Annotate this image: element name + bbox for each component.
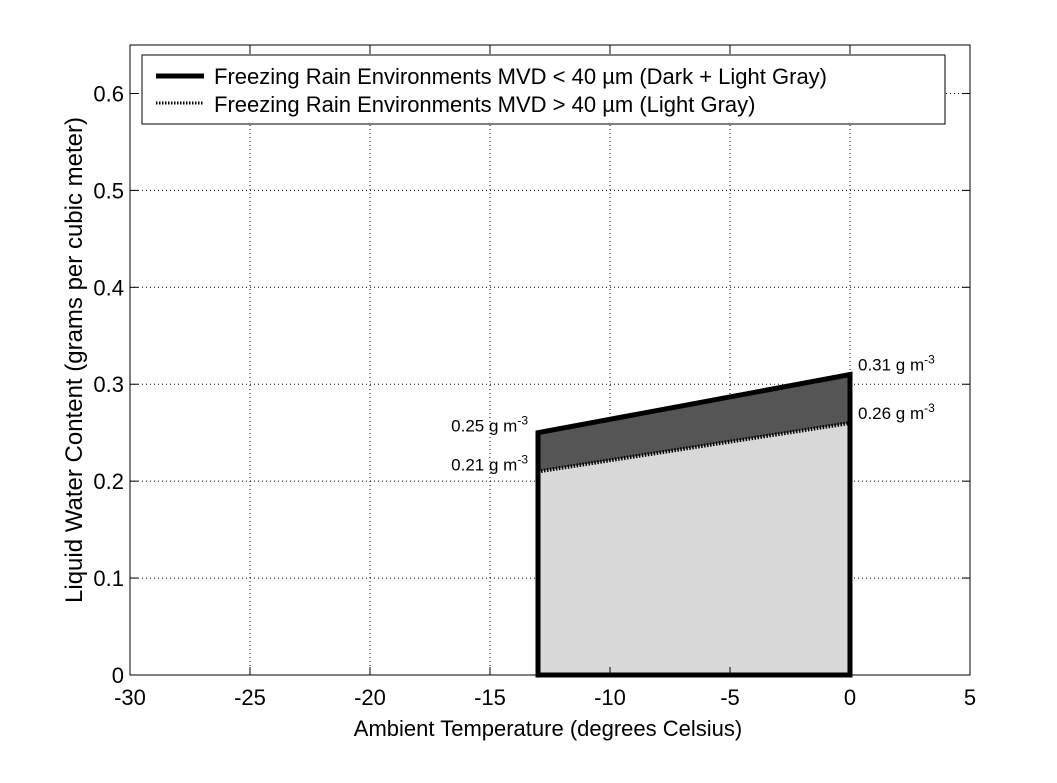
x-tick-label: 0 xyxy=(844,685,856,710)
legend-box xyxy=(141,54,946,125)
area-light-gray xyxy=(538,423,850,675)
y-tick-label: 0.1 xyxy=(93,566,124,591)
annotations: 0.25 g m-3 0.21 g m-3 0.31 g m-3 0.26 g m-3 xyxy=(451,353,935,475)
x-tick-label: -20 xyxy=(354,685,386,710)
x-tick-label: -30 xyxy=(114,685,146,710)
y-tick-label: 0.4 xyxy=(93,275,124,300)
legend-label-mvd-lt-40: Freezing Rain Environments MVD < 40 µm (… xyxy=(214,64,827,89)
x-tick-label: -5 xyxy=(720,685,740,710)
x-axis-label: Ambient Temperature (degrees Celsius) xyxy=(354,716,742,741)
y-axis-label: Liquid Water Content (grams per cubic me… xyxy=(61,117,88,603)
x-tick-label: -10 xyxy=(594,685,626,710)
legend: Freezing Rain Environments MVD < 40 µm (… xyxy=(141,54,946,125)
value-annotation: 0.25 g m-3 xyxy=(451,414,528,436)
y-tick-label: 0.3 xyxy=(93,372,124,397)
axes-box xyxy=(129,44,971,676)
x-tick-label: 5 xyxy=(964,685,976,710)
y-tick-label: 0.2 xyxy=(93,469,124,494)
y-tick-label: 0.5 xyxy=(93,178,124,203)
y-tick-label: 0.6 xyxy=(93,81,124,106)
value-annotation: 0.31 g m-3 xyxy=(858,353,935,375)
value-annotation: 0.21 g m-3 xyxy=(451,452,528,474)
chart-areas xyxy=(535,371,853,678)
legend-label-mvd-gt-40: Freezing Rain Environments MVD > 40 µm (… xyxy=(214,92,755,117)
x-tick-label: -15 xyxy=(474,685,506,710)
ticks xyxy=(129,45,971,676)
value-annotation: 0.26 g m-3 xyxy=(858,401,935,423)
y-tick-label: 0 xyxy=(112,663,124,688)
x-tick-label: -25 xyxy=(234,685,266,710)
tick-labels: -30 -25 -20 -15 -10 -5 0 5 0 0.1 0.2 0.3 0.4 0.5 0.6 xyxy=(93,81,976,710)
